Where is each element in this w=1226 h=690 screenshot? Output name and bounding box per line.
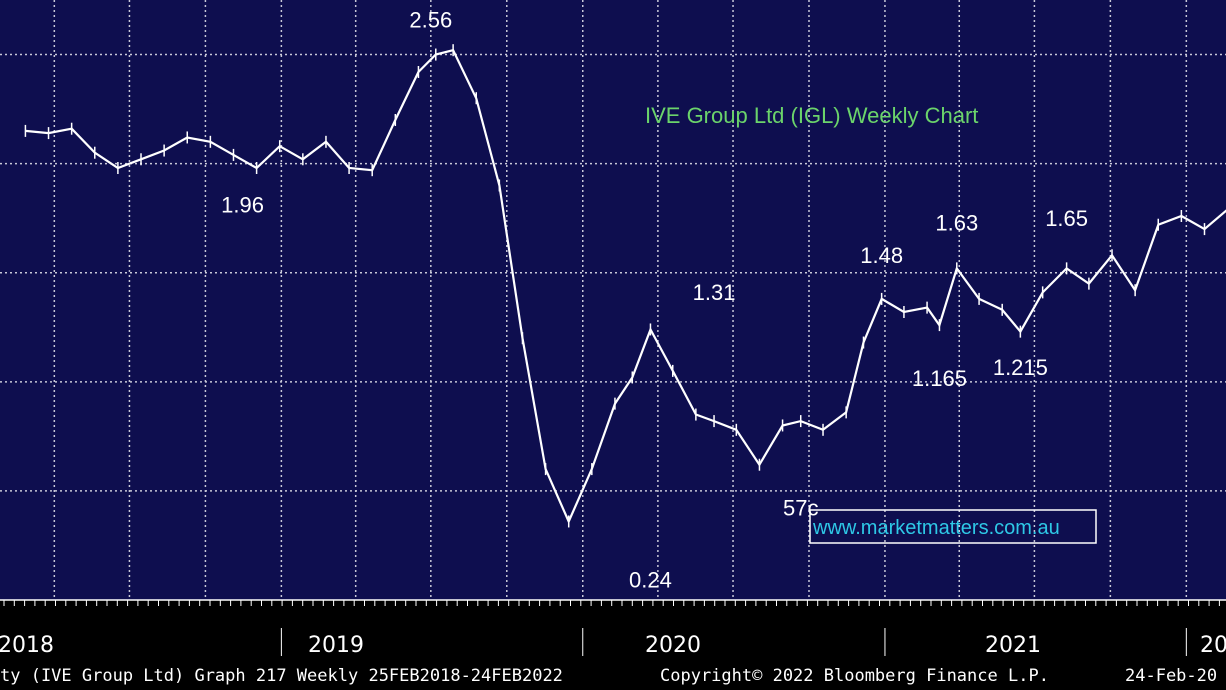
chart-title: IVE Group Ltd (IGL) Weekly Chart [645, 103, 978, 128]
year-separators [280, 628, 1187, 656]
year-label-2022: 20 [1200, 633, 1226, 658]
annotation-label: 0.24 [629, 568, 672, 593]
annotation-label: 1.96 [221, 192, 264, 217]
watermark-box [809, 509, 1097, 544]
year-label-2019: 2019 [308, 633, 364, 658]
grid-lines [0, 0, 1226, 600]
year-label-2020: 2020 [645, 633, 701, 658]
watermark-url[interactable]: www.marketmatters.com.au [812, 517, 1060, 539]
price-line [25, 48, 1226, 525]
annotation-label: 57c [783, 496, 818, 521]
footer-description: ty (IVE Group Ltd) Graph 217 Weekly 25FE… [0, 666, 563, 686]
year-label-2018: 2018 [0, 633, 54, 658]
price-series [24, 44, 1226, 528]
axis-strip [0, 600, 1226, 690]
annotation-label: 1.215 [993, 355, 1048, 380]
annotation-label: 1.63 [935, 210, 978, 235]
year-label-2021: 2021 [985, 633, 1041, 658]
annotations: 2.56 1.96 0.24 1.31 57c 1.48 1.63 1.165 1.215 1.6… [221, 7, 1088, 592]
annotation-label: 2.56 [409, 7, 452, 32]
axis-ticks [3, 600, 1220, 606]
annotation-label: 1.165 [912, 366, 967, 391]
annotation-label: 1.31 [693, 280, 736, 305]
annotation-label: 1.48 [860, 243, 903, 268]
plot-background [0, 0, 1226, 600]
footer-date: 24-Feb-20 [1125, 666, 1217, 686]
footer-copyright: Copyright© 2022 Bloomberg Finance L.P. [660, 666, 1049, 686]
annotation-label: 1.65 [1045, 206, 1088, 231]
